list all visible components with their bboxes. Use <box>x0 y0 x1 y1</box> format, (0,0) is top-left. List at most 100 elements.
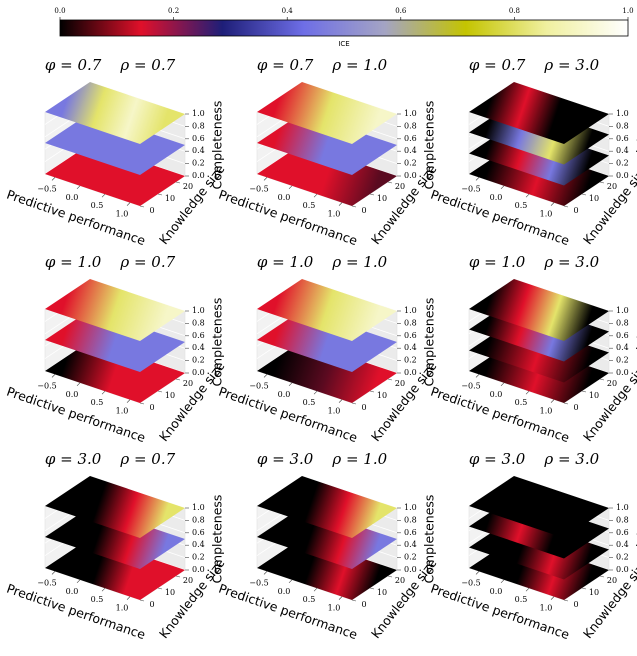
z-tick-label: 0.4 <box>192 146 205 155</box>
z-tick-label: 1.0 <box>616 306 629 315</box>
y-tick <box>157 390 163 393</box>
z-axis-label: Completeness <box>422 101 437 190</box>
y-tick-label: 10 <box>377 391 387 400</box>
y-tick-label: 10 <box>589 588 599 597</box>
x-tick-label: 1.0 <box>116 210 129 219</box>
surface-layer <box>469 476 609 538</box>
x-tick <box>126 399 131 403</box>
panel-title: φ = 1.0 ρ = 3.0 <box>469 253 600 271</box>
z-tick-label: 0.4 <box>404 540 417 549</box>
x-tick-label: 0.0 <box>66 390 79 399</box>
y-tick-label: 10 <box>589 391 599 400</box>
surface-layer <box>469 82 609 144</box>
y-tick <box>387 378 393 381</box>
x-tick <box>313 587 318 592</box>
x-tick <box>550 399 555 403</box>
z-tick-label: 0.2 <box>404 159 417 168</box>
x-tick-label: 1.0 <box>540 604 553 613</box>
z-tick-label: 0.8 <box>404 318 417 327</box>
y-tick-label: 20 <box>183 182 193 191</box>
z-axis-label: Completeness <box>634 298 637 387</box>
y-tick <box>369 587 375 590</box>
z-tick-label: 0.2 <box>616 356 629 365</box>
panel-title: φ = 0.7 ρ = 1.0 <box>257 56 388 74</box>
x-tick-label: 0.0 <box>66 193 79 202</box>
z-tick-label: 0.8 <box>192 121 205 130</box>
y-tick <box>599 181 605 184</box>
z-axis-label: Completeness <box>422 495 437 584</box>
z-tick-label: 0.6 <box>404 134 417 143</box>
x-tick <box>263 374 268 378</box>
z-tick-label: 0.0 <box>192 171 205 180</box>
y-tick <box>563 402 569 405</box>
y-tick-label: 10 <box>165 588 175 597</box>
surface-layer <box>45 476 185 538</box>
x-tick <box>475 374 480 378</box>
z-tick-label: 0.0 <box>616 368 629 377</box>
surface-layer <box>45 113 185 175</box>
panel-title: φ = 3.0 ρ = 3.0 <box>469 450 600 468</box>
z-tick-label: 0.4 <box>616 540 629 549</box>
x-tick-label: 1.0 <box>328 210 341 219</box>
z-tick-label: 0.4 <box>616 146 629 155</box>
x-tick-label: −0.5 <box>37 381 56 390</box>
z-tick-label: 0.8 <box>192 515 205 524</box>
y-tick-label: 0 <box>573 206 578 215</box>
x-tick-label: −0.5 <box>461 578 480 587</box>
x-tick-label: 1.0 <box>540 210 553 219</box>
z-tick-label: 0.0 <box>616 171 629 180</box>
x-tick <box>76 579 81 584</box>
x-tick-label: 1.0 <box>540 407 553 416</box>
x-tick <box>500 579 505 584</box>
surface-layer <box>257 113 397 175</box>
z-tick-label: 0.6 <box>192 331 205 340</box>
y-tick-label: 0 <box>149 600 154 609</box>
surface-layer <box>257 507 397 569</box>
z-tick-label: 0.0 <box>616 565 629 574</box>
z-tick-label: 0.4 <box>404 343 417 352</box>
colorbar-tick-label: 0.2 <box>168 7 179 15</box>
z-tick-label: 0.6 <box>404 528 417 537</box>
y-tick-label: 10 <box>165 194 175 203</box>
y-tick <box>175 575 181 578</box>
x-tick <box>101 390 106 395</box>
y-tick <box>581 193 587 196</box>
y-tick <box>175 378 181 381</box>
y-tick-label: 20 <box>395 576 405 585</box>
colorbar <box>59 19 629 37</box>
colorbar-tick-label: 1.0 <box>622 7 633 15</box>
y-tick <box>139 205 145 208</box>
z-tick-label: 0.8 <box>616 318 629 327</box>
z-tick-label: 1.0 <box>404 306 417 315</box>
panel-title: φ = 0.7 ρ = 3.0 <box>469 56 600 74</box>
z-tick-label: 0.6 <box>616 331 629 340</box>
z-tick-label: 0.0 <box>404 368 417 377</box>
z-tick-label: 0.2 <box>616 553 629 562</box>
y-tick-label: 20 <box>395 182 405 191</box>
z-tick-label: 1.0 <box>404 503 417 512</box>
x-tick-label: −0.5 <box>249 578 268 587</box>
x-tick-label: 1.0 <box>116 407 129 416</box>
panel-title: φ = 1.0 ρ = 0.7 <box>45 253 176 271</box>
x-tick <box>525 193 530 198</box>
z-tick-label: 0.8 <box>616 515 629 524</box>
surface-layer <box>257 341 397 403</box>
y-tick-label: 0 <box>573 600 578 609</box>
y-tick-label: 10 <box>377 194 387 203</box>
z-tick-label: 0.4 <box>404 146 417 155</box>
x-tick <box>525 587 530 592</box>
colorbar-tick-label: 0.4 <box>282 7 294 15</box>
z-tick-label: 0.2 <box>404 356 417 365</box>
panel-title: φ = 3.0 ρ = 0.7 <box>45 450 176 468</box>
z-tick-label: 0.4 <box>192 343 205 352</box>
z-tick-label: 0.2 <box>616 159 629 168</box>
y-tick-label: 20 <box>607 182 617 191</box>
panel-title: φ = 1.0 ρ = 1.0 <box>257 253 388 271</box>
x-tick <box>500 382 505 387</box>
x-tick <box>288 382 293 387</box>
y-tick <box>563 599 569 602</box>
y-tick <box>139 599 145 602</box>
surface-layer <box>45 82 185 144</box>
x-tick <box>76 382 81 387</box>
z-tick-label: 0.6 <box>192 134 205 143</box>
